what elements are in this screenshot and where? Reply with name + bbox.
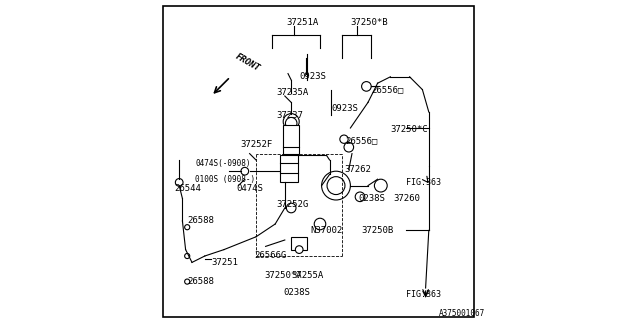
Text: 37250*B: 37250*B bbox=[351, 18, 388, 27]
Text: 37260: 37260 bbox=[394, 194, 420, 203]
Circle shape bbox=[184, 225, 189, 230]
Text: 37237: 37237 bbox=[277, 111, 303, 120]
Text: 26544: 26544 bbox=[174, 184, 201, 193]
Text: 37252G: 37252G bbox=[277, 200, 309, 209]
Text: 37251: 37251 bbox=[211, 258, 238, 267]
Circle shape bbox=[355, 192, 365, 202]
Text: 37251A: 37251A bbox=[287, 18, 319, 27]
Bar bbox=[283, 125, 300, 154]
Text: 37262: 37262 bbox=[344, 165, 371, 174]
Text: 26556□: 26556□ bbox=[346, 136, 378, 145]
Text: 26566G: 26566G bbox=[254, 252, 287, 260]
Text: 0238S: 0238S bbox=[283, 288, 310, 297]
Text: 0238S: 0238S bbox=[358, 194, 385, 203]
Circle shape bbox=[362, 82, 371, 91]
Circle shape bbox=[296, 246, 303, 253]
Text: 37235A: 37235A bbox=[277, 88, 309, 97]
Bar bbox=[280, 155, 298, 182]
Circle shape bbox=[327, 177, 345, 195]
Text: 0474S: 0474S bbox=[237, 184, 264, 193]
Text: 37250*C: 37250*C bbox=[390, 125, 428, 134]
Circle shape bbox=[241, 167, 249, 175]
Circle shape bbox=[340, 135, 348, 143]
Text: FRONT: FRONT bbox=[234, 52, 261, 74]
Text: 37255A: 37255A bbox=[291, 271, 323, 280]
Text: 37252F: 37252F bbox=[240, 140, 272, 148]
Text: 37250B: 37250B bbox=[362, 226, 394, 235]
Circle shape bbox=[344, 142, 353, 152]
Circle shape bbox=[322, 171, 351, 200]
Circle shape bbox=[285, 117, 297, 129]
Text: 26588: 26588 bbox=[187, 216, 214, 225]
Circle shape bbox=[314, 218, 326, 230]
Text: 0923S: 0923S bbox=[332, 104, 358, 113]
Text: 37250*A: 37250*A bbox=[264, 271, 301, 280]
Text: 26588: 26588 bbox=[187, 277, 214, 286]
Circle shape bbox=[287, 203, 296, 213]
Circle shape bbox=[184, 253, 189, 259]
Text: 0100S (0908-): 0100S (0908-) bbox=[195, 175, 255, 184]
Circle shape bbox=[374, 179, 387, 192]
Circle shape bbox=[184, 279, 189, 284]
Circle shape bbox=[283, 114, 300, 130]
Text: 0474S(-0908): 0474S(-0908) bbox=[195, 159, 251, 168]
Bar bbox=[291, 237, 307, 250]
Circle shape bbox=[175, 179, 183, 186]
Text: N37002: N37002 bbox=[310, 226, 342, 235]
Text: A375001067: A375001067 bbox=[438, 309, 484, 318]
Text: 26556□: 26556□ bbox=[371, 85, 403, 94]
Text: 0923S: 0923S bbox=[300, 72, 326, 81]
Text: FIG.363: FIG.363 bbox=[406, 178, 442, 187]
Text: FIG.363: FIG.363 bbox=[406, 290, 442, 299]
